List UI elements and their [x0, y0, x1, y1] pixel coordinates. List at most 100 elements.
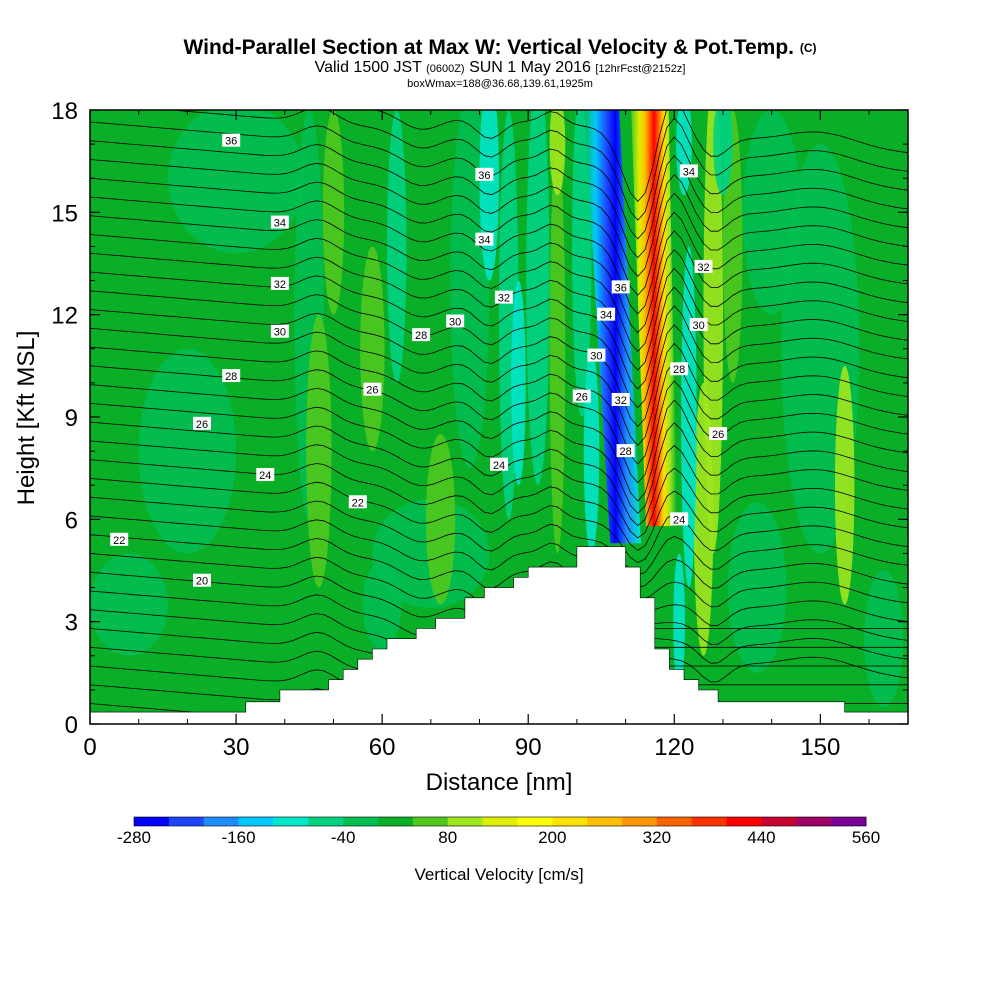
contour-label-text: 30 — [449, 316, 461, 328]
theta-contour — [90, 177, 908, 296]
theta-contour — [90, 327, 908, 446]
colorbar-swatch — [447, 817, 484, 826]
theta-contour — [90, 440, 908, 539]
colorbar-swatch — [656, 817, 693, 826]
colorbar-swatch — [238, 817, 274, 826]
velocity-patch — [90, 553, 168, 656]
contour-label-text: 24 — [259, 470, 271, 482]
contour-label: 28 — [222, 369, 241, 383]
contour-label: 28 — [412, 328, 431, 342]
colorbar-swatch — [517, 817, 553, 826]
theta-contour — [90, 515, 908, 589]
contour-label-text: 30 — [274, 327, 286, 339]
contour-label: 24 — [670, 512, 689, 526]
colorbar: -280 -160 -40 80 200 320 440 560 — [117, 816, 880, 847]
contour-labels: 36 34 32 30 28 26 24 22 20 28 30 26 22 36 34 32 24 26 30 34… — [110, 133, 728, 588]
colorbar-label: Vertical Velocity [cm/s] — [414, 865, 583, 884]
y-tick-label: 12 — [51, 303, 78, 330]
contour-label-bg — [709, 427, 728, 441]
contour-label: 22 — [348, 495, 367, 509]
theta-contour — [374, 110, 908, 203]
contour-label-text: 32 — [697, 262, 709, 274]
updraft-band — [631, 110, 677, 527]
contour-label: 32 — [694, 259, 713, 274]
x-tick-label: 90 — [515, 734, 542, 761]
contour-label-bg — [475, 232, 494, 246]
theta-contour — [90, 290, 908, 409]
colorbar-swatch — [796, 817, 832, 826]
x-axis-label: Distance [nm] — [426, 769, 573, 796]
theta-contour — [90, 121, 908, 240]
contour-label-text: 36 — [478, 170, 490, 182]
contour-label: 22 — [110, 532, 129, 547]
contour-label-bg — [222, 369, 241, 383]
x-tick-label: 150 — [800, 734, 840, 761]
x-tick-label: 120 — [654, 734, 694, 761]
chart-title-text: Wind-Parallel Section at Max W: Vertical… — [183, 36, 794, 59]
colorbar-swatch — [412, 817, 449, 826]
colorbar-frame — [133, 816, 867, 827]
contour-label-text: 22 — [113, 535, 125, 547]
contour-label-bg — [694, 259, 713, 273]
contour-label-bg — [412, 328, 431, 342]
contour-label-text: 30 — [590, 351, 602, 363]
contour-label-text: 30 — [693, 320, 705, 332]
theta-contour — [90, 140, 908, 259]
colorbar-swatch — [308, 817, 344, 826]
contour-label-text: 34 — [600, 310, 612, 322]
colorbar-swatch — [726, 817, 762, 826]
contour-label-text: 20 — [196, 576, 208, 588]
subtitle-forecast-info: [12hrFcst@2152z] — [595, 63, 686, 75]
colorbar-swatch — [622, 817, 658, 826]
contour-label-bg — [494, 290, 513, 304]
colorbar-tick-label: 200 — [538, 828, 566, 847]
contour-label: 26 — [192, 416, 211, 431]
contour-label-text: 28 — [225, 371, 237, 383]
contour-label-bg — [689, 317, 708, 331]
velocity-patch — [306, 314, 332, 588]
theta-contour — [90, 346, 908, 465]
velocity-patch — [322, 110, 345, 315]
contour-label-bg — [110, 532, 129, 546]
downdraft-band — [584, 110, 641, 544]
colorbar-tick-label: 560 — [852, 828, 880, 847]
contour-label-bg — [490, 457, 508, 471]
contour-label: 30 — [270, 324, 289, 339]
colorbar-swatch — [343, 817, 379, 826]
velocity-patch — [549, 144, 566, 554]
colorbar-tick-label: -160 — [222, 828, 256, 847]
colorbar-swatch — [691, 817, 728, 826]
velocity-patch — [511, 280, 526, 486]
contour-label-text: 24 — [493, 460, 505, 472]
contour-label-text: 36 — [225, 136, 237, 148]
colorbar-swatch — [134, 817, 170, 826]
contour-label-bg — [475, 167, 494, 181]
contour-label: 36 — [611, 280, 630, 294]
contour-label-text: 32 — [274, 279, 286, 291]
theta-contour — [90, 684, 908, 724]
theta-contour — [90, 403, 908, 514]
contour-label: 26 — [572, 389, 591, 404]
colorbar-swatch — [168, 817, 205, 826]
velocity-patch — [681, 246, 697, 588]
contour-label: 30 — [446, 314, 465, 328]
contour-label: 26 — [363, 382, 382, 397]
theta-contour — [90, 159, 908, 278]
contour-label: 30 — [689, 317, 708, 332]
contour-label: 36 — [475, 167, 494, 182]
velocity-patch — [549, 110, 566, 196]
x-tick-label: 30 — [223, 734, 250, 761]
colorbar-swatch — [552, 817, 588, 826]
contour-label: 24 — [490, 457, 508, 472]
colorbar-swatch — [273, 817, 309, 826]
contour-label-text: 32 — [498, 293, 510, 305]
colorbar-tick-label: -40 — [331, 828, 356, 847]
contour-label-bg — [587, 348, 606, 362]
theta-contour — [90, 478, 908, 564]
theta-contour — [90, 496, 908, 576]
velocity-patch — [425, 434, 456, 605]
contour-label: 30 — [587, 348, 606, 363]
contour-label-bg — [572, 389, 591, 403]
